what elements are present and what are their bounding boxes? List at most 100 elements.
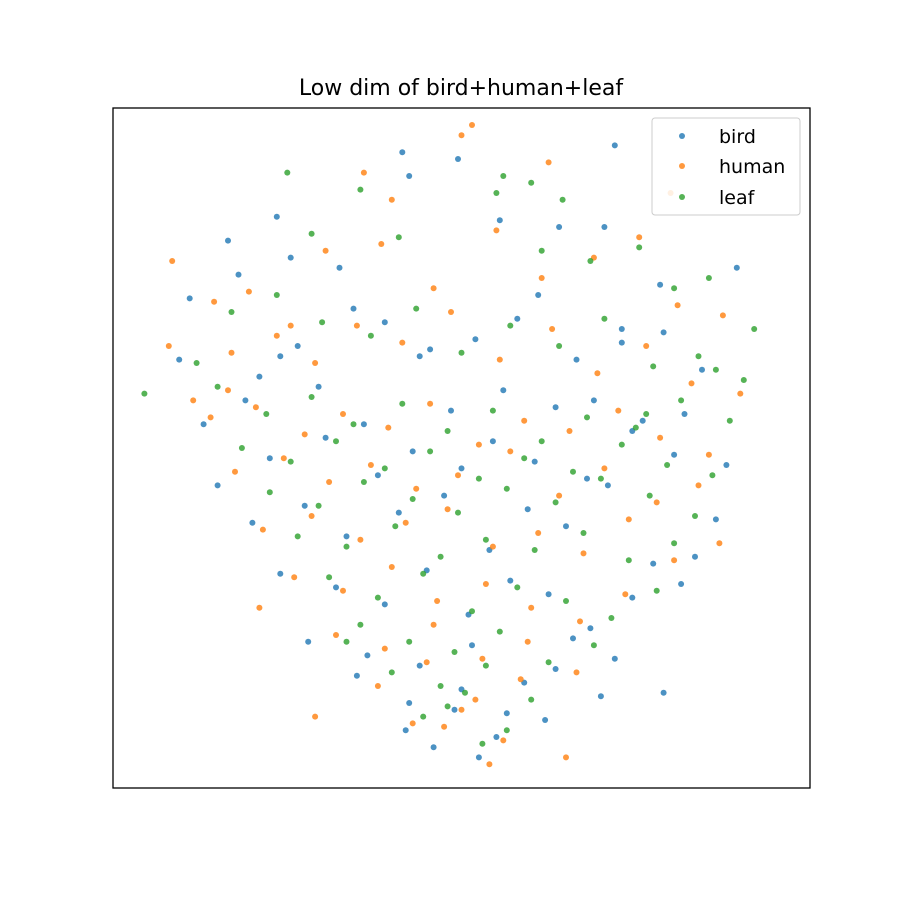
bird-point bbox=[531, 458, 538, 465]
bird-point bbox=[597, 693, 604, 700]
bird-point bbox=[650, 560, 657, 567]
bird-point bbox=[542, 717, 549, 723]
leaf-point bbox=[427, 448, 434, 455]
human-point bbox=[594, 370, 601, 377]
leaf-point bbox=[315, 502, 322, 509]
human-point bbox=[469, 122, 475, 128]
leaf-point bbox=[367, 332, 374, 339]
bird-point bbox=[256, 373, 263, 380]
human-point bbox=[399, 339, 406, 346]
human-point bbox=[360, 169, 367, 176]
human-point bbox=[486, 761, 493, 768]
legend-label-human: human bbox=[719, 156, 785, 178]
leaf-point bbox=[678, 397, 685, 404]
leaf-point bbox=[608, 615, 615, 621]
leaf-point bbox=[273, 292, 280, 298]
human-point bbox=[441, 723, 448, 730]
leaf-point bbox=[263, 411, 270, 417]
leaf-point bbox=[671, 285, 678, 292]
human-point bbox=[653, 499, 660, 506]
bird-point bbox=[360, 421, 367, 428]
human-point bbox=[507, 448, 514, 455]
bird-point bbox=[225, 237, 231, 244]
bird-point bbox=[214, 482, 221, 489]
human-point bbox=[496, 356, 503, 363]
leaf-point bbox=[455, 509, 461, 516]
leaf-point bbox=[538, 247, 545, 254]
bird-point bbox=[294, 343, 301, 349]
bird-point bbox=[472, 336, 479, 343]
human-point bbox=[381, 645, 388, 652]
leaf-point bbox=[266, 489, 273, 496]
leaf-point bbox=[493, 190, 500, 196]
bird-point bbox=[381, 601, 388, 608]
bird-point bbox=[301, 502, 308, 509]
human-point bbox=[458, 132, 465, 139]
bird-point bbox=[416, 353, 423, 360]
human-point bbox=[259, 526, 266, 533]
leaf-point bbox=[643, 411, 650, 417]
bird-point bbox=[552, 666, 559, 672]
human-point bbox=[232, 468, 238, 475]
human-point bbox=[716, 540, 723, 547]
bird-point bbox=[353, 672, 360, 679]
leaf-point bbox=[141, 390, 148, 397]
leaf-point bbox=[580, 530, 587, 536]
legend-label-leaf: leaf bbox=[719, 187, 756, 209]
human-point bbox=[385, 424, 392, 431]
leaf-point bbox=[597, 475, 604, 482]
leaf-point bbox=[514, 584, 521, 591]
bird-point bbox=[200, 421, 207, 428]
human-point bbox=[566, 428, 573, 434]
human-point bbox=[521, 417, 528, 424]
human-point bbox=[625, 516, 632, 523]
leaf-point bbox=[228, 309, 235, 315]
human-point bbox=[573, 669, 580, 676]
human-point bbox=[719, 312, 726, 319]
bird-point bbox=[406, 700, 413, 706]
plot-frame bbox=[112, 107, 811, 789]
leaf-point bbox=[462, 689, 468, 696]
human-point bbox=[308, 513, 315, 519]
leaf-point bbox=[632, 424, 639, 431]
leaf-point bbox=[420, 713, 427, 720]
leaf-point bbox=[559, 196, 566, 203]
bird-point bbox=[500, 387, 507, 394]
bird-point bbox=[381, 319, 388, 326]
leaf-point bbox=[360, 479, 367, 485]
bird-point bbox=[287, 254, 294, 261]
bird-point bbox=[395, 509, 402, 516]
bird-point bbox=[671, 451, 678, 458]
bird-point bbox=[427, 346, 434, 353]
bird-point bbox=[186, 295, 193, 302]
human-point bbox=[556, 492, 563, 499]
leaf-point bbox=[705, 275, 712, 281]
human-point bbox=[688, 380, 695, 387]
bird-point bbox=[552, 404, 559, 411]
human-point bbox=[580, 550, 587, 557]
bird-point bbox=[364, 652, 371, 659]
bird-point bbox=[545, 591, 552, 598]
legend-box bbox=[651, 117, 801, 216]
bird-point bbox=[242, 397, 249, 404]
bird-point bbox=[503, 710, 510, 717]
human-point bbox=[340, 411, 346, 417]
human-point bbox=[535, 530, 542, 536]
leaf-point bbox=[420, 570, 427, 577]
bird-point bbox=[469, 642, 475, 649]
human-point bbox=[413, 485, 420, 492]
human-point bbox=[228, 349, 235, 356]
human-point bbox=[207, 414, 214, 421]
leaf-point bbox=[451, 649, 458, 655]
leaf-point bbox=[636, 244, 643, 251]
bird-point bbox=[451, 706, 458, 713]
human-point bbox=[388, 564, 395, 570]
human-point bbox=[427, 400, 434, 407]
leaf-point bbox=[406, 638, 413, 645]
human-point bbox=[601, 465, 608, 472]
bird-point bbox=[657, 281, 664, 288]
leaf-point bbox=[399, 400, 406, 407]
human-point bbox=[695, 482, 702, 489]
leaf-point bbox=[538, 438, 545, 445]
leaf-point bbox=[294, 533, 301, 540]
